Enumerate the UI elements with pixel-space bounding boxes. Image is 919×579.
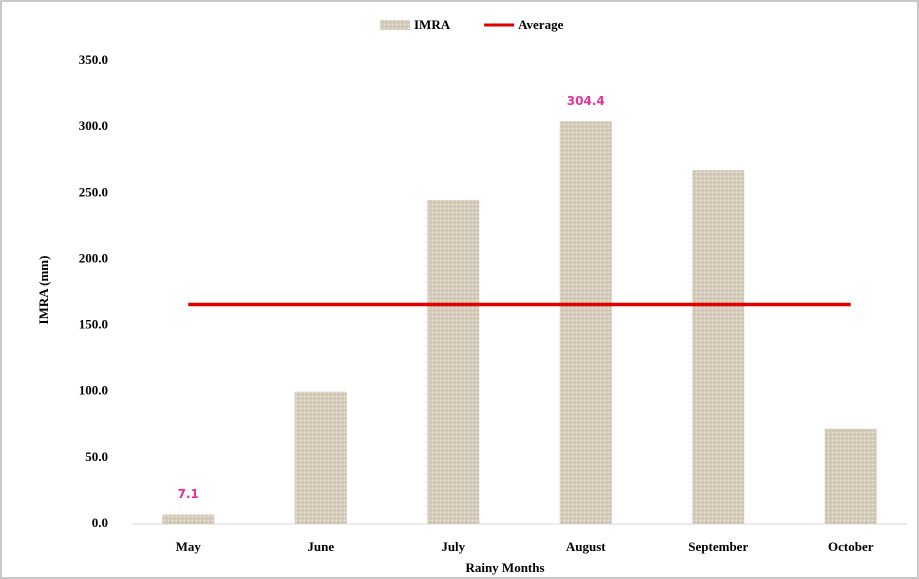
bar [294,391,347,524]
x-tick-label: October [828,539,874,554]
x-tick-label: May [176,539,202,554]
bar [559,121,612,524]
y-axis-title: IMRA (mm) [36,256,51,325]
y-tick-label: 350.0 [79,52,108,67]
y-tick-label: 150.0 [79,317,108,332]
legend-swatch [380,20,410,30]
y-tick-label: 200.0 [79,250,108,265]
y-tick-label: 300.0 [79,118,108,133]
bar [824,428,877,524]
data-label: 304.4 [567,94,605,108]
y-tick-label: 100.0 [79,383,108,398]
x-tick-label: June [307,539,334,554]
x-tick-label: September [688,539,748,554]
x-axis-title: Rainy Months [465,560,544,575]
y-tick-label: 250.0 [79,184,108,199]
legend-label: IMRA [414,17,451,32]
data-label: 7.1 [178,487,199,501]
x-tick-label: July [441,539,465,554]
bar [427,199,480,524]
legend-label: Average [518,17,563,32]
bar [162,514,215,524]
bar [692,170,745,524]
y-tick-label: 0.0 [92,515,108,530]
y-tick-label: 50.0 [85,449,108,464]
x-tick-label: August [566,539,606,554]
